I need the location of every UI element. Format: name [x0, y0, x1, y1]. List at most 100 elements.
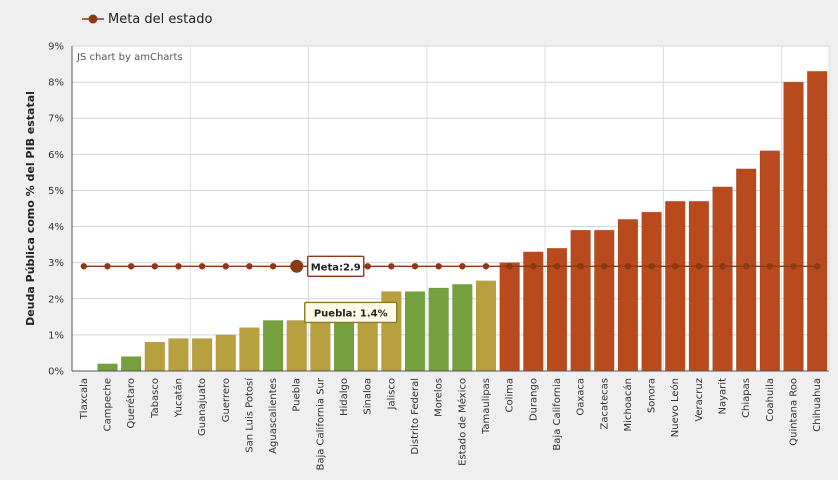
legend-label: Meta del estado — [108, 11, 213, 27]
target-point — [435, 263, 442, 270]
x-tick-label: San Luis Potosí — [243, 377, 255, 453]
bar — [594, 229, 615, 372]
x-tick-label: Quintana Roo — [789, 378, 800, 446]
bar — [239, 327, 260, 372]
y-tick-label: 4% — [48, 222, 64, 233]
x-tick-label: Durango — [528, 378, 539, 421]
bar — [404, 291, 426, 372]
bar — [120, 356, 142, 372]
x-tick-label: Hidalgo — [339, 378, 350, 416]
target-point — [269, 263, 277, 270]
legend-marker-icon — [82, 14, 104, 24]
target-point — [553, 263, 561, 270]
x-tick-label: Sinaloa — [363, 378, 374, 415]
tooltip-bar-text: Puebla: 1.4% — [314, 308, 388, 319]
target-point — [601, 263, 608, 270]
target-point — [506, 263, 513, 270]
bar — [665, 201, 686, 372]
bar — [806, 71, 828, 372]
bar — [759, 150, 781, 372]
y-tick-label: 1% — [48, 330, 64, 341]
target-point — [624, 263, 632, 270]
x-tick-label: Sonora — [647, 378, 658, 413]
bar — [499, 262, 520, 372]
bar — [168, 338, 189, 372]
x-tick-label: Colima — [505, 378, 516, 413]
bar — [144, 341, 165, 372]
legend[interactable]: Meta del estado — [82, 9, 212, 29]
target-point — [813, 263, 821, 270]
target-point — [719, 263, 726, 270]
y-tick-label: 0% — [48, 367, 64, 378]
x-tick-label: Chihuahua — [812, 378, 823, 432]
x-tick-label: Yucatán — [172, 378, 184, 418]
bar — [475, 280, 497, 372]
y-tick-label: 9% — [48, 42, 64, 53]
x-tick-label: Zacatecas — [599, 378, 610, 430]
tooltip-bar-box — [304, 301, 398, 324]
x-tick-label: Tamaulipas — [481, 378, 492, 435]
x-tick-label: Chiapas — [741, 378, 752, 418]
bar — [428, 287, 449, 372]
bar — [191, 338, 213, 372]
x-tick-label: Campeche — [102, 378, 113, 431]
y-tick-label: 2% — [48, 294, 64, 305]
x-tick-label: Jalisco — [386, 378, 397, 410]
bar — [97, 363, 118, 372]
bar — [688, 201, 710, 372]
y-tick-label: 7% — [48, 114, 64, 125]
target-point — [459, 263, 466, 270]
y-tick-label: 8% — [48, 78, 64, 89]
y-tick-label: 6% — [48, 150, 64, 161]
target-point — [743, 263, 750, 270]
target-point — [151, 263, 158, 270]
x-tick-label: Querétaro — [125, 378, 137, 428]
target-point — [790, 263, 797, 270]
target-point — [530, 263, 537, 270]
y-axis-title: Deuda Pública como % del PIB estatal — [24, 91, 37, 326]
bar — [523, 251, 544, 372]
target-point — [80, 263, 88, 270]
x-tick-label: Veracruz — [694, 378, 705, 422]
target-point — [175, 263, 182, 270]
bar — [286, 320, 307, 372]
target-point — [411, 263, 419, 270]
bar — [570, 229, 591, 372]
target-point — [482, 263, 490, 270]
x-tick-label: Michoacán — [622, 378, 634, 431]
target-point — [198, 263, 206, 270]
x-tick-label: Aguascalientes — [268, 378, 279, 454]
bar — [641, 211, 662, 372]
x-tick-label: Coahuila — [765, 378, 776, 422]
x-tick-label: Puebla — [292, 378, 303, 412]
target-point — [104, 263, 111, 270]
target-point — [246, 263, 253, 270]
target-point — [290, 259, 304, 273]
target-point — [222, 263, 229, 270]
y-tick-label: 3% — [48, 258, 64, 269]
x-tick-label: Tabasco — [150, 378, 161, 419]
x-tick-label: Estado de México — [456, 378, 468, 466]
x-tick-label: Distrito Federal — [410, 378, 421, 455]
target-point — [364, 263, 371, 270]
target-point — [388, 263, 395, 270]
x-tick-label: Nuevo León — [669, 378, 681, 437]
tooltip-goal-text: Meta:2.9 — [311, 262, 361, 273]
bar — [783, 81, 804, 372]
bar — [262, 320, 284, 372]
x-tick-label: Tlaxcala — [79, 378, 90, 420]
tooltip-goal-box — [307, 255, 365, 277]
target-point — [695, 263, 703, 270]
target-point — [766, 263, 774, 270]
x-tick-label: Baja California Sur — [315, 377, 326, 470]
bar — [452, 284, 473, 372]
target-point — [648, 263, 655, 270]
target-point — [672, 263, 679, 270]
x-tick-label: Guerrero — [221, 378, 232, 422]
target-point — [577, 263, 584, 270]
bar — [215, 334, 236, 372]
bar — [736, 168, 757, 372]
x-tick-label: Morelos — [434, 378, 445, 417]
chart-credit: JS chart by amCharts — [76, 52, 183, 63]
